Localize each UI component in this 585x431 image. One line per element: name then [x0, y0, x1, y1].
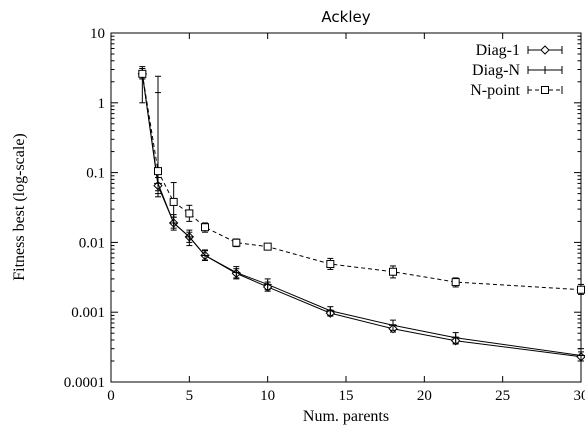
square-marker	[169, 197, 178, 206]
plus-marker	[263, 280, 272, 289]
series-n-point	[138, 68, 585, 295]
x-tick-label: 0	[107, 388, 115, 404]
series-diag-n	[138, 66, 585, 362]
series-line	[141, 73, 582, 358]
y-axis-title: Fitness best (log-scale)	[11, 133, 28, 281]
x-tick-label: 15	[339, 388, 354, 404]
square-marker	[185, 209, 194, 218]
y-tick-label: 0.1	[86, 166, 105, 182]
legend-item: Diag-N	[472, 62, 563, 79]
x-tick-label: 20	[417, 388, 432, 404]
square-marker	[232, 238, 241, 247]
square-marker	[201, 223, 209, 232]
y-tick-label: 0.01	[79, 235, 105, 251]
legend-label: Diag-1	[476, 42, 520, 59]
y-tick-label: 0.001	[71, 305, 105, 321]
plus-marker	[326, 306, 335, 315]
square-marker	[154, 167, 162, 176]
y-tick-label: 10	[90, 26, 105, 42]
legend: Diag-1 Diag-N N-point	[470, 42, 563, 99]
plus-marker	[232, 268, 241, 277]
square-marker	[541, 86, 549, 94]
y-tick-label: 1	[98, 96, 106, 112]
legend-item: N-point	[470, 82, 563, 99]
plus-marker	[541, 66, 549, 74]
x-tick-label: 25	[495, 388, 510, 404]
x-tick-label: 10	[260, 388, 275, 404]
plus-marker	[169, 218, 178, 227]
axes: 0 5 10 15 20 25 30 0.0001 0.001 0.01 0.1 1 10	[64, 26, 585, 404]
square-marker	[389, 267, 397, 276]
series-layer	[137, 66, 585, 362]
square-marker	[138, 69, 147, 78]
legend-label: Diag-N	[472, 62, 520, 79]
legend-label: N-point	[470, 82, 520, 99]
chart-title: Ackley	[321, 8, 370, 26]
series-line	[141, 73, 582, 291]
square-marker	[263, 242, 272, 251]
y-tick-label: 0.0001	[64, 375, 105, 391]
x-tick-label: 30	[574, 388, 585, 404]
plus-marker	[451, 333, 460, 342]
square-marker	[451, 278, 460, 287]
plus-marker	[389, 321, 397, 330]
square-marker	[577, 285, 585, 294]
square-marker	[326, 260, 335, 269]
series-diag-1	[137, 68, 585, 362]
plus-marker	[201, 251, 209, 260]
x-tick-label: 5	[186, 388, 194, 404]
plus-marker	[185, 232, 194, 241]
series-line	[141, 73, 582, 356]
plus-marker	[577, 351, 585, 360]
x-axis-title: Num. parents	[303, 408, 389, 425]
diamond-marker	[540, 45, 550, 55]
legend-item: Diag-1	[476, 42, 563, 59]
